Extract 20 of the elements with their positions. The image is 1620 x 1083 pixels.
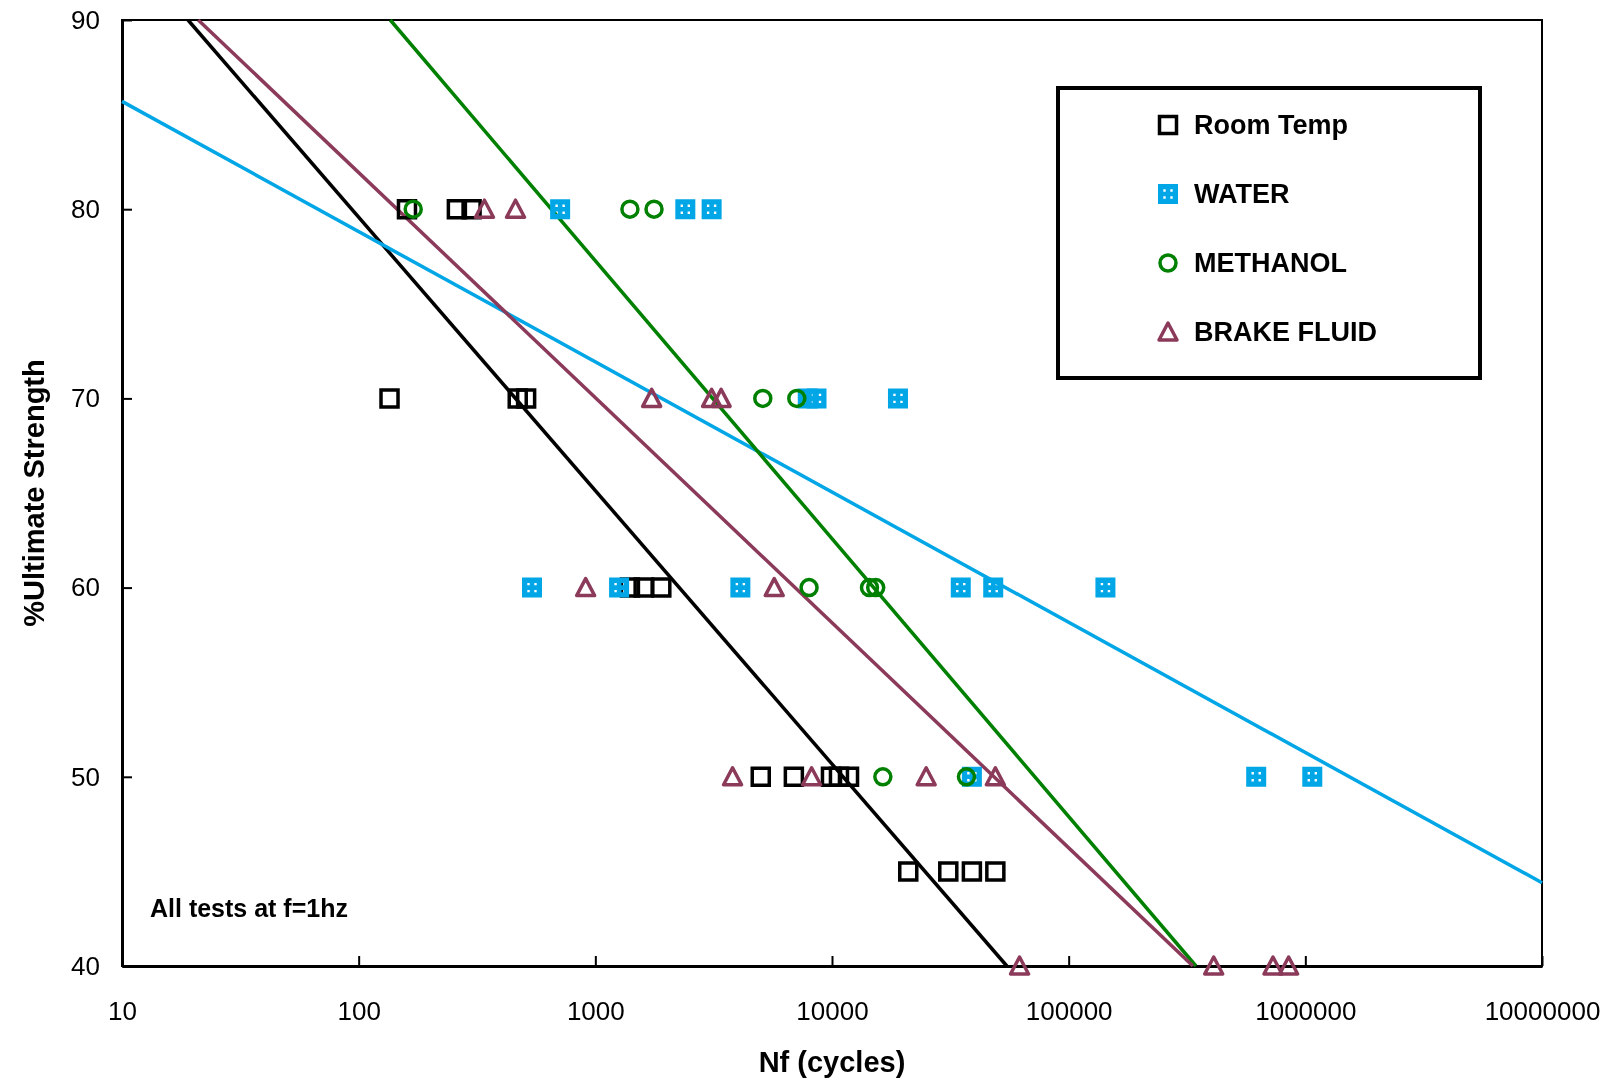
x-tick-label: 1000000 <box>1255 996 1357 1027</box>
x-tick-label: 10000 <box>796 996 869 1027</box>
y-tick-label: 60 <box>71 572 100 603</box>
y-axis-title: %Ultimate Strength <box>18 359 50 627</box>
y-tick-label: 70 <box>71 383 100 414</box>
x-tick-label: 10000000 <box>1484 996 1601 1027</box>
annotation: All tests at f=1hz <box>150 894 348 922</box>
legend-label: Room Temp <box>1194 110 1348 140</box>
legend-label: METHANOL <box>1194 248 1347 278</box>
x-axis-title: Nf (cycles) <box>758 1046 906 1078</box>
y-tick-label: 50 <box>71 761 100 792</box>
legend-label: WATER <box>1194 179 1290 209</box>
y-tick-label: 40 <box>71 950 100 981</box>
x-tick-label: 10 <box>108 996 137 1027</box>
y-tick-label: 80 <box>71 194 100 225</box>
x-tick-label: 100 <box>337 996 381 1027</box>
legend-label: BRAKE FLUID <box>1194 317 1377 347</box>
x-tick-label: 1000 <box>566 996 625 1027</box>
y-tick-label: 90 <box>71 4 100 35</box>
x-tick-label: 100000 <box>1025 996 1113 1027</box>
